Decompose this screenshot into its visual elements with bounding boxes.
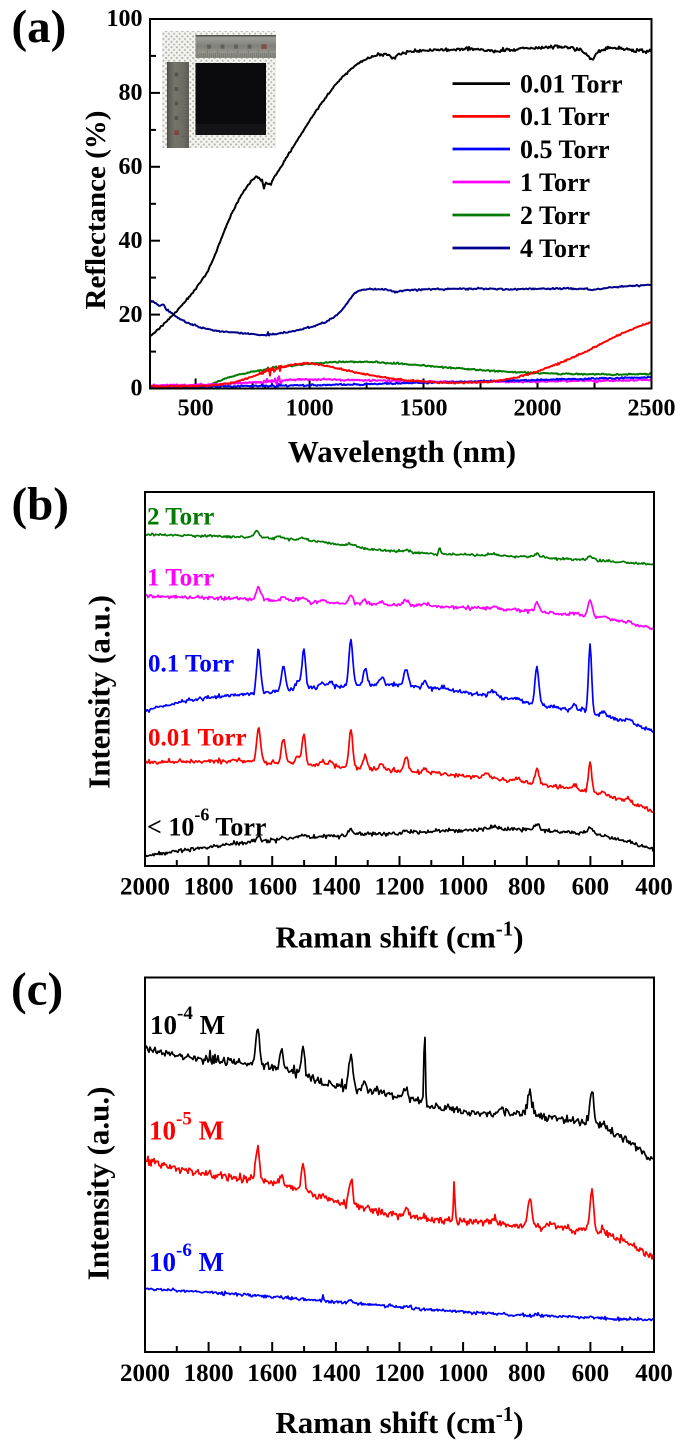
svg-text:1000: 1000 xyxy=(286,396,334,422)
svg-text:800: 800 xyxy=(508,1360,546,1387)
svg-text:1400: 1400 xyxy=(311,1360,361,1387)
svg-text:500: 500 xyxy=(178,396,214,422)
svg-text:2 Torr: 2 Torr xyxy=(520,201,590,230)
svg-text:Reflectance (%): Reflectance (%) xyxy=(80,111,112,310)
svg-text:1000: 1000 xyxy=(438,874,488,901)
svg-text:4 Torr: 4 Torr xyxy=(520,234,590,263)
svg-text:Intensity (a.u.): Intensity (a.u.) xyxy=(82,595,117,789)
svg-text:1 Torr: 1 Torr xyxy=(520,168,590,197)
svg-text:400: 400 xyxy=(635,874,673,901)
svg-text:10-5 M: 10-5 M xyxy=(149,1109,224,1146)
svg-text:1500: 1500 xyxy=(400,396,448,422)
svg-text:1000: 1000 xyxy=(438,1360,488,1387)
svg-text:Raman shift (cm-1): Raman shift (cm-1) xyxy=(275,1402,523,1440)
svg-text:2500: 2500 xyxy=(628,396,676,422)
svg-text:Intensity (a.u.): Intensity (a.u.) xyxy=(81,1087,116,1281)
svg-text:(b): (b) xyxy=(12,479,69,531)
svg-text:20: 20 xyxy=(119,302,143,328)
svg-text:Wavelength (nm): Wavelength (nm) xyxy=(288,434,516,469)
svg-text:0.01 Torr: 0.01 Torr xyxy=(148,725,247,752)
svg-text:600: 600 xyxy=(572,874,610,901)
svg-text:1 Torr: 1 Torr xyxy=(147,565,214,592)
svg-text:0.01 Torr: 0.01 Torr xyxy=(520,69,623,98)
svg-text:1800: 1800 xyxy=(184,874,234,901)
svg-text:800: 800 xyxy=(508,874,546,901)
svg-text:0.5 Torr: 0.5 Torr xyxy=(520,135,610,164)
svg-text:80: 80 xyxy=(119,80,143,106)
svg-text:1400: 1400 xyxy=(311,874,361,901)
svg-text:0.1 Torr: 0.1 Torr xyxy=(520,102,610,131)
svg-text:1200: 1200 xyxy=(375,874,425,901)
svg-text:1600: 1600 xyxy=(247,1360,297,1387)
svg-text:1200: 1200 xyxy=(375,1360,425,1387)
svg-text:2000: 2000 xyxy=(514,396,562,422)
svg-text:1800: 1800 xyxy=(184,1360,234,1387)
svg-text:60: 60 xyxy=(119,154,143,180)
svg-text:(a): (a) xyxy=(12,1,67,53)
svg-text:(c): (c) xyxy=(11,964,63,1016)
svg-text:40: 40 xyxy=(119,228,143,254)
svg-text:400: 400 xyxy=(635,1360,673,1387)
svg-text:100: 100 xyxy=(107,6,143,32)
svg-text:Raman shift (cm-1): Raman shift (cm-1) xyxy=(275,917,523,955)
svg-text:2000: 2000 xyxy=(120,874,170,901)
svg-text:0.1 Torr: 0.1 Torr xyxy=(148,651,234,678)
svg-text:2 Torr: 2 Torr xyxy=(147,504,214,531)
svg-text:2000: 2000 xyxy=(120,1360,170,1387)
svg-text:600: 600 xyxy=(572,1360,610,1387)
svg-text:0: 0 xyxy=(131,376,143,402)
svg-text:1600: 1600 xyxy=(247,874,297,901)
